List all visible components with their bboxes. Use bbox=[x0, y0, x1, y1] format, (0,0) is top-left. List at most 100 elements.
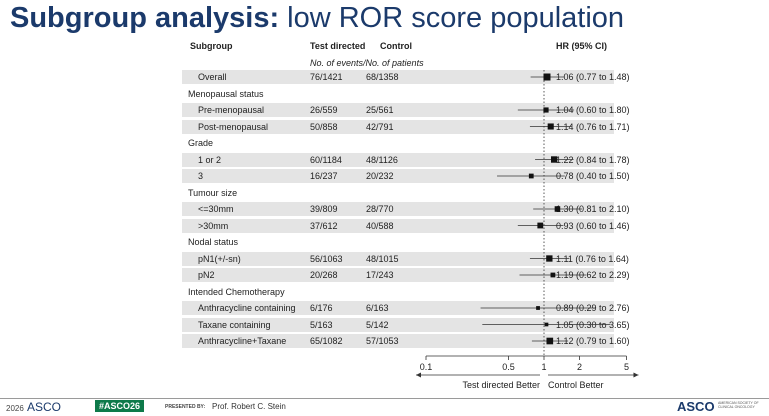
hr-point bbox=[550, 272, 556, 278]
asco-logo: ASCO bbox=[677, 399, 715, 414]
control-cell: 20/232 bbox=[366, 171, 394, 181]
hr-point bbox=[547, 123, 554, 130]
group-header-row: Nodal status bbox=[182, 235, 614, 249]
table-row: pN1(+/-sn) 56/1063 48/1015 1.11 (0.76 to 1.… bbox=[182, 251, 629, 266]
subgroup-label: Taxane containing bbox=[198, 319, 271, 330]
table-row: 3 16/237 20/232 0.78 (0.40 to 1.50) bbox=[182, 169, 630, 183]
hr-point bbox=[546, 255, 553, 262]
left-arrow-head bbox=[416, 372, 421, 378]
header-control: Control bbox=[380, 41, 412, 51]
hr-ci-cell: 1.22 (0.84 to 1.78) bbox=[556, 154, 630, 165]
subgroup-label: >30mm bbox=[198, 220, 229, 231]
group-header-row: Grade bbox=[182, 136, 614, 150]
test-directed-cell: 50/858 bbox=[310, 121, 338, 132]
group-label: Intended Chemotherapy bbox=[188, 286, 285, 297]
control-cell: 5/142 bbox=[366, 319, 389, 330]
subgroup-label: <=30mm bbox=[198, 204, 234, 214]
test-directed-cell: 76/1421 bbox=[310, 72, 343, 82]
slide-title-bold: Subgroup analysis: bbox=[10, 2, 280, 34]
control-cell: 40/588 bbox=[366, 220, 394, 231]
hr-ci-cell: 0.93 (0.60 to 1.46) bbox=[556, 220, 630, 231]
table-row: Anthracycline+Taxane 65/1082 57/1053 1.12 (… bbox=[182, 334, 630, 348]
footer-asco: ASCO bbox=[27, 400, 62, 414]
group-label: Grade bbox=[188, 138, 214, 148]
control-cell: 42/791 bbox=[366, 121, 394, 132]
control-cell: 68/1358 bbox=[366, 72, 399, 82]
hr-point bbox=[528, 173, 534, 179]
subgroup-label: 3 bbox=[198, 171, 204, 181]
hr-point bbox=[554, 206, 561, 212]
test-directed-cell: 65/1082 bbox=[310, 336, 343, 346]
test-directed-cell: 39/809 bbox=[310, 204, 338, 214]
control-cell: 6/163 bbox=[366, 303, 389, 313]
table-row: pN2 20/268 17/243 1.19 (0.62 to 2.29) bbox=[182, 268, 630, 282]
subgroup-label: Anthracycline+Taxane bbox=[198, 336, 287, 346]
table-row: Post-menopausal 50/858 42/791 1.14 (0.76 to… bbox=[182, 119, 630, 134]
header-hr: HR (95% CI) bbox=[556, 41, 608, 51]
subgroup-label: Post-menopausal bbox=[198, 121, 269, 132]
control-cell: 48/1015 bbox=[366, 253, 399, 264]
footer-presented-by: PRESENTED BY: bbox=[165, 404, 206, 410]
x-tick-label: 5 bbox=[624, 362, 629, 372]
group-header-row: Menopausal status bbox=[182, 87, 614, 101]
subgroup-label: Overall bbox=[198, 72, 227, 82]
group-label: Tumour size bbox=[188, 187, 238, 198]
control-cell: 48/1126 bbox=[366, 154, 398, 165]
x-tick-label: 2 bbox=[577, 362, 582, 372]
test-directed-better-label: Test directed Better bbox=[462, 380, 540, 390]
subgroup-label: Pre-menopausal bbox=[198, 105, 265, 115]
control-cell: 57/1053 bbox=[366, 336, 399, 346]
test-directed-cell: 56/1063 bbox=[310, 253, 343, 264]
hr-point bbox=[537, 222, 544, 229]
test-directed-cell: 20/268 bbox=[310, 270, 338, 280]
hr-ci-cell: 1.04 (0.60 to 1.80) bbox=[556, 105, 630, 115]
footer-hashtag: #ASCO26 bbox=[95, 400, 145, 412]
hr-ci-cell: 1.30 (0.81 to 2.10) bbox=[556, 204, 630, 214]
x-tick-label: 1 bbox=[541, 362, 546, 372]
hr-point bbox=[550, 156, 558, 163]
hr-point bbox=[544, 322, 549, 327]
table-row: >30mm 37/612 40/588 0.93 (0.60 to 1.46) bbox=[182, 218, 630, 233]
right-arrow-head bbox=[633, 372, 639, 378]
header-test-directed: Test directed bbox=[310, 41, 366, 51]
test-directed-cell: 60/1184 bbox=[310, 154, 342, 165]
hr-point bbox=[536, 306, 540, 310]
header-subtitle-events: No. of events/No. of patients bbox=[310, 58, 424, 68]
table-row: 1 or 2 60/1184 48/1126 1.22 (0.84 to 1.78) bbox=[182, 152, 630, 167]
slide-title-rest: low ROR score population bbox=[279, 2, 625, 34]
x-tick-label: 0.1 bbox=[420, 362, 433, 372]
control-cell: 28/770 bbox=[366, 204, 394, 214]
test-directed-cell: 26/559 bbox=[310, 105, 338, 115]
table-row: Overall 76/1421 68/1358 1.06 (0.77 to 1.48) bbox=[182, 70, 630, 84]
slide-footer: 2026 ASCO #ASCO26 PRESENTED BY: Prof. Ro… bbox=[0, 398, 769, 416]
control-cell: 17/243 bbox=[366, 270, 394, 280]
subgroup-label: pN2 bbox=[198, 270, 215, 280]
slide-title: Subgroup analysis: low ROR score populat… bbox=[10, 2, 624, 35]
footer-year: 2026 bbox=[6, 404, 24, 413]
x-tick-label: 0.5 bbox=[502, 362, 515, 372]
control-better-label: Control Better bbox=[548, 380, 604, 390]
hr-ci-cell: 1.11 (0.76 to 1.64) bbox=[556, 253, 629, 264]
group-header-row: Intended Chemotherapy bbox=[182, 285, 614, 299]
header-subgroup: Subgroup bbox=[190, 41, 233, 51]
group-label: Nodal status bbox=[188, 237, 239, 247]
hr-ci-cell: 0.78 (0.40 to 1.50) bbox=[556, 171, 630, 181]
hr-point bbox=[543, 107, 549, 113]
subgroup-label: pN1(+/-sn) bbox=[198, 253, 241, 264]
hr-point bbox=[543, 73, 551, 81]
subgroup-label: 1 or 2 bbox=[198, 154, 222, 165]
test-directed-cell: 37/612 bbox=[310, 220, 338, 231]
footer-presenter: Prof. Robert C. Stein bbox=[212, 402, 286, 411]
group-header-row: Tumour size bbox=[182, 186, 614, 200]
test-directed-cell: 5/163 bbox=[310, 319, 333, 330]
group-label: Menopausal status bbox=[188, 88, 264, 99]
hr-ci-cell: 1.06 (0.77 to 1.48) bbox=[556, 72, 630, 82]
asco-logo-subtext: AMERICAN SOCIETY OF CLINICAL ONCOLOGY bbox=[718, 401, 759, 409]
table-row: <=30mm 39/809 28/770 1.30 (0.81 to 2.10) bbox=[182, 202, 630, 216]
hr-ci-cell: 1.14 (0.76 to 1.71) bbox=[556, 121, 630, 132]
table-row: Pre-menopausal 26/559 25/561 1.04 (0.60 to … bbox=[182, 103, 630, 117]
hr-point bbox=[546, 337, 554, 345]
test-directed-cell: 6/176 bbox=[310, 303, 333, 313]
control-cell: 25/561 bbox=[366, 105, 394, 115]
